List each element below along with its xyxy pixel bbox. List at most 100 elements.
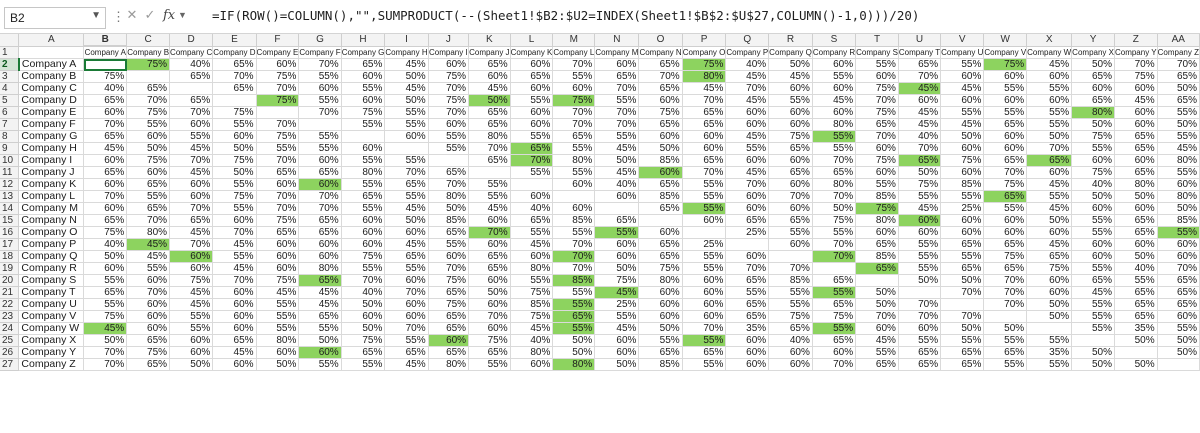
header-cell[interactable]: Company G [341, 46, 386, 59]
header-cell[interactable]: Company M [594, 46, 640, 59]
cell[interactable]: 55% [510, 226, 554, 239]
cell[interactable]: 70% [1114, 58, 1158, 71]
cell[interactable]: 55% [298, 130, 342, 143]
enter-icon[interactable]: ✓ [144, 7, 156, 22]
cell[interactable]: 60% [510, 250, 554, 263]
cell[interactable]: 55% [83, 298, 128, 311]
cell[interactable]: 45% [594, 322, 640, 335]
cell[interactable]: 65% [83, 130, 128, 143]
header-cell[interactable]: Company K [510, 46, 554, 59]
cell[interactable]: 65% [638, 346, 683, 359]
cell[interactable]: 60% [169, 262, 214, 275]
column-header[interactable]: U [898, 34, 942, 47]
cell[interactable]: 50% [468, 94, 511, 107]
cell[interactable]: 50% [384, 70, 429, 83]
cell[interactable]: 45% [169, 298, 214, 311]
cell[interactable]: 65% [468, 250, 511, 263]
cell[interactable]: 55% [256, 310, 300, 323]
row-label-cell[interactable]: Company O [18, 226, 85, 239]
cell[interactable]: 60% [940, 70, 985, 83]
cell[interactable]: 65% [940, 358, 985, 371]
cell[interactable] [940, 298, 985, 311]
cell[interactable]: 60% [940, 226, 985, 239]
cell[interactable]: 60% [83, 178, 128, 191]
cell[interactable]: 60% [725, 202, 770, 215]
cell[interactable]: 45% [126, 250, 171, 263]
cell[interactable]: 50% [1114, 334, 1158, 347]
cell[interactable]: 70% [169, 202, 214, 215]
cell[interactable]: 55% [341, 202, 386, 215]
cell[interactable]: 55% [341, 358, 386, 371]
header-cell[interactable]: Company B [126, 46, 171, 59]
cell[interactable]: 60% [940, 166, 985, 179]
cell[interactable]: 70% [898, 310, 942, 323]
cell[interactable]: 70% [298, 202, 342, 215]
cell[interactable]: 60% [725, 154, 770, 167]
cell[interactable]: 75% [510, 286, 554, 299]
cell[interactable]: 65% [83, 214, 128, 227]
cell[interactable]: 60% [898, 94, 942, 107]
cell[interactable]: 70% [594, 106, 640, 119]
cell[interactable]: 80% [341, 166, 386, 179]
cell[interactable]: 60% [594, 58, 640, 71]
cell[interactable]: 45% [384, 82, 429, 95]
column-header[interactable]: A [18, 34, 85, 47]
row-header[interactable]: 23 [0, 310, 20, 323]
cell[interactable]: 60% [256, 262, 300, 275]
cell[interactable]: 45% [1026, 178, 1073, 191]
cell[interactable]: 65% [983, 190, 1028, 203]
cell[interactable] [898, 286, 942, 299]
cell[interactable]: 70% [1026, 142, 1073, 155]
cell[interactable]: 85% [552, 274, 596, 287]
cell[interactable]: 75% [983, 178, 1028, 191]
header-cell[interactable]: Company J [468, 46, 511, 59]
cell[interactable]: 55% [682, 178, 727, 191]
cell[interactable]: 70% [940, 310, 985, 323]
cell[interactable]: 65% [725, 298, 770, 311]
cell[interactable]: 50% [384, 214, 429, 227]
cell[interactable]: 45% [898, 202, 942, 215]
cell[interactable]: 65% [468, 106, 511, 119]
cell[interactable]: 55% [468, 190, 511, 203]
cell[interactable]: 70% [428, 178, 470, 191]
cell[interactable]: 75% [855, 202, 899, 215]
cell[interactable]: 50% [638, 322, 683, 335]
cell[interactable]: 80% [468, 130, 511, 143]
cell[interactable]: 70% [812, 154, 857, 167]
row-header[interactable]: 25 [0, 334, 20, 347]
cell[interactable]: 60% [126, 166, 171, 179]
cell[interactable]: 60% [552, 202, 596, 215]
cell[interactable]: 75% [83, 70, 128, 83]
cell[interactable]: 75% [983, 250, 1028, 263]
cell[interactable]: 80% [1114, 178, 1158, 191]
cell[interactable]: 65% [510, 70, 554, 83]
cell[interactable]: 60% [169, 118, 214, 131]
cell[interactable]: 75% [126, 346, 171, 359]
header-cell[interactable]: Company L [552, 46, 596, 59]
cell[interactable]: 60% [1157, 178, 1200, 191]
row-label-cell[interactable]: Company L [18, 190, 85, 203]
cell[interactable] [983, 310, 1028, 323]
cell[interactable]: 55% [1071, 142, 1115, 155]
column-header[interactable]: B [83, 34, 128, 47]
row-label-cell[interactable]: Company H [18, 142, 85, 155]
cell[interactable]: 45% [212, 262, 257, 275]
cell[interactable]: 65% [298, 274, 342, 287]
row-label-cell[interactable]: Company F [18, 118, 85, 131]
cell[interactable]: 55% [638, 334, 683, 347]
cell[interactable]: 55% [552, 298, 596, 311]
cell[interactable]: 60% [256, 250, 300, 263]
cell[interactable]: 60% [768, 178, 813, 191]
cell[interactable]: 60% [725, 346, 770, 359]
cell[interactable]: 45% [83, 142, 128, 155]
cell[interactable]: 50% [298, 334, 342, 347]
cell[interactable]: 60% [855, 322, 899, 335]
cell[interactable]: 70% [468, 142, 511, 155]
cell[interactable]: 45% [510, 238, 554, 251]
cell[interactable]: 80% [1071, 106, 1115, 119]
cell[interactable]: 65% [1114, 166, 1158, 179]
cell[interactable]: 65% [341, 58, 386, 71]
cell[interactable]: 55% [1114, 274, 1158, 287]
cell[interactable]: 70% [126, 214, 171, 227]
cell[interactable]: 55% [1071, 226, 1115, 239]
